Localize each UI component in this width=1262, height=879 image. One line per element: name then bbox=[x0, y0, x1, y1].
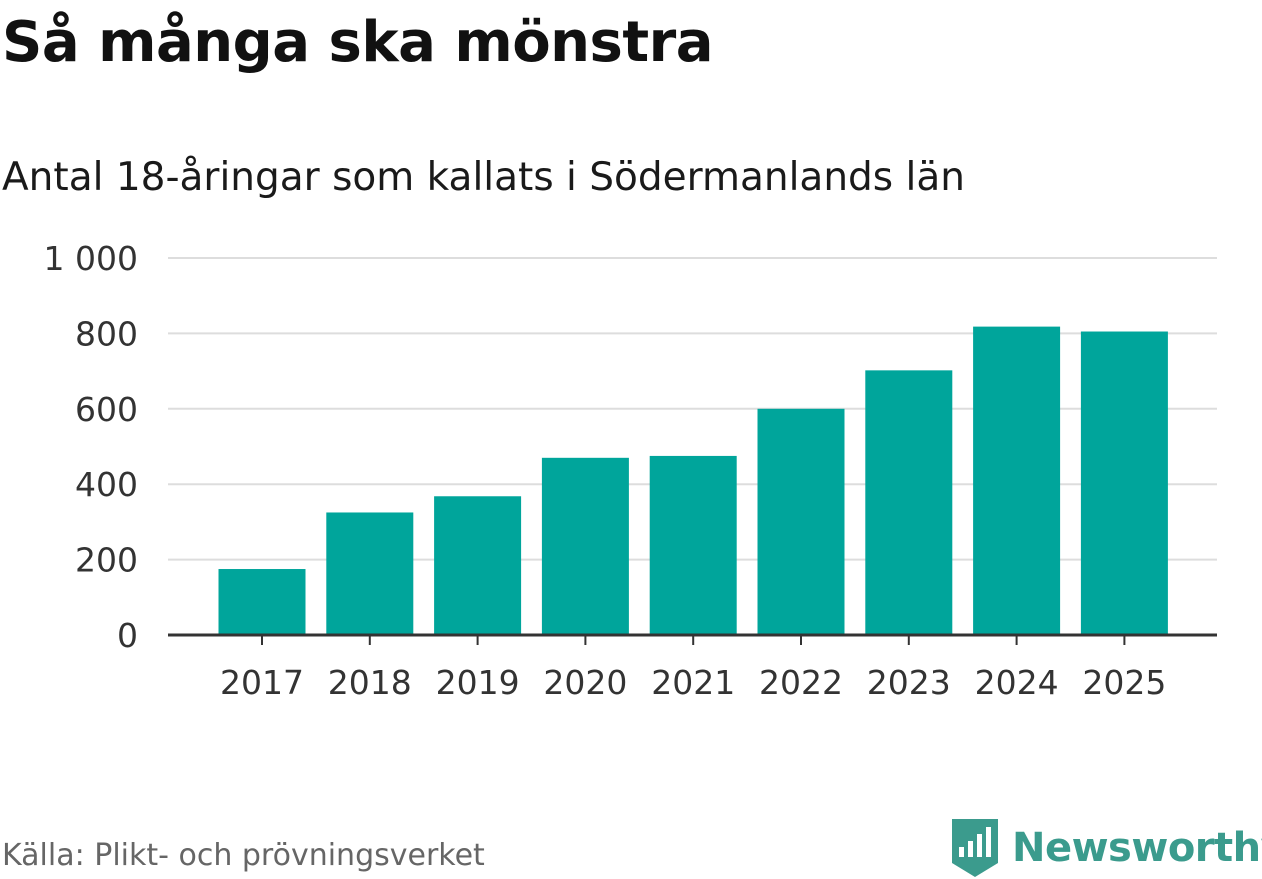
y-tick-label: 600 bbox=[75, 390, 138, 429]
x-tick-label: 2024 bbox=[975, 663, 1059, 702]
x-tick-label: 2020 bbox=[543, 663, 627, 702]
chart-title: Så många ska mönstra bbox=[2, 10, 714, 75]
y-tick-label: 800 bbox=[75, 314, 138, 353]
y-axis-ticks: 0 200 400 600 800 1 000 bbox=[44, 239, 138, 655]
x-tick-label: 2022 bbox=[759, 663, 843, 702]
y-tick-label: 1 000 bbox=[44, 239, 138, 278]
bar-2022 bbox=[757, 408, 845, 635]
y-tick-label: 0 bbox=[117, 616, 138, 655]
brand-name: Newsworthy bbox=[1012, 825, 1262, 871]
bar-2023 bbox=[865, 370, 953, 635]
x-tick-label: 2018 bbox=[328, 663, 412, 702]
bar-2021 bbox=[649, 455, 737, 635]
x-tick-label: 2019 bbox=[436, 663, 520, 702]
bar-2025 bbox=[1080, 331, 1168, 635]
bar-chart-logo-icon bbox=[952, 819, 998, 877]
x-tick-label: 2021 bbox=[651, 663, 735, 702]
bar-2018 bbox=[326, 512, 414, 635]
bar-2020 bbox=[541, 457, 629, 635]
bar-2017 bbox=[218, 569, 306, 635]
source-note: Källa: Plikt- och prövningsverket bbox=[2, 838, 485, 873]
bars bbox=[218, 326, 1168, 635]
x-axis-ticks: 2017 2018 2019 2020 2021 2022 2023 2024 2025 bbox=[220, 635, 1166, 702]
bar-2024 bbox=[973, 326, 1061, 635]
bar-2019 bbox=[434, 496, 522, 635]
newsworthy-logo[interactable]: Newsworthy bbox=[950, 818, 1262, 878]
x-tick-label: 2025 bbox=[1082, 663, 1166, 702]
chart-subtitle: Antal 18-åringar som kallats i Södermanl… bbox=[2, 155, 965, 200]
y-tick-label: 200 bbox=[75, 541, 138, 580]
x-tick-label: 2023 bbox=[867, 663, 951, 702]
y-tick-label: 400 bbox=[75, 465, 138, 504]
x-tick-label: 2017 bbox=[220, 663, 304, 702]
